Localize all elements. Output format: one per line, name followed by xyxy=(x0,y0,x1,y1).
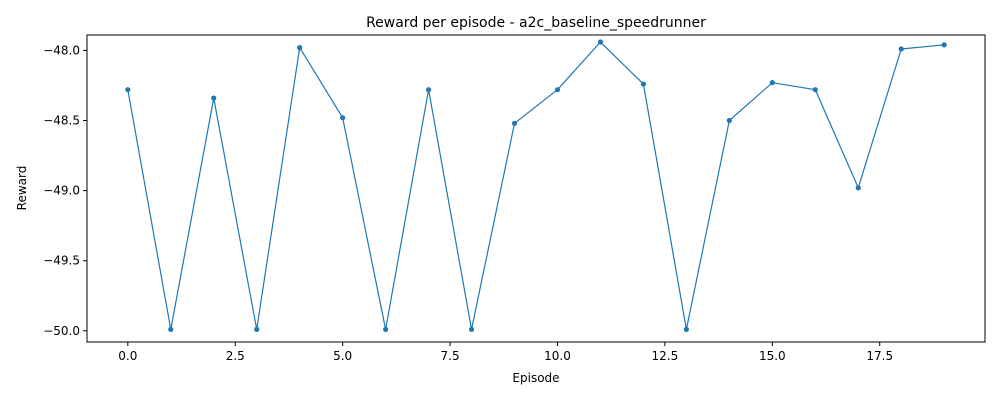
plot-area xyxy=(125,39,947,332)
x-tick-label: 10.0 xyxy=(544,349,571,363)
data-point xyxy=(425,87,432,93)
data-point xyxy=(297,45,303,51)
x-tick-label: 0.0 xyxy=(118,349,137,363)
data-point xyxy=(211,95,217,101)
y-tick-label: −50.0 xyxy=(43,324,80,338)
y-tick-label: −49.0 xyxy=(43,184,80,198)
x-tick-label: 5.0 xyxy=(333,349,352,363)
x-tick-label: 15.0 xyxy=(759,349,786,363)
data-point xyxy=(941,42,947,48)
data-point xyxy=(168,326,174,332)
x-tick-label: 12.5 xyxy=(652,349,679,363)
x-tick-label: 17.5 xyxy=(866,349,893,363)
data-point xyxy=(254,326,260,332)
data-point xyxy=(640,81,647,87)
data-point xyxy=(812,87,818,93)
x-tick-label: 7.5 xyxy=(441,349,460,363)
x-axis-label: Episode xyxy=(512,371,559,385)
y-tick-label: −49.5 xyxy=(43,254,80,268)
x-tick-label: 2.5 xyxy=(226,349,245,363)
data-point xyxy=(726,117,732,124)
data-point xyxy=(554,87,561,93)
x-axis: 0.0 2.5 5.0 7.5 10.0 12.5 15.0 17.5 xyxy=(118,342,893,363)
data-point xyxy=(383,326,389,332)
series-line xyxy=(127,41,945,330)
data-point xyxy=(855,185,861,191)
data-point xyxy=(340,115,346,121)
data-point xyxy=(597,39,604,45)
data-point xyxy=(468,326,475,332)
plot-frame xyxy=(86,34,986,343)
y-axis: −48.0 −48.5 −49.0 −49.5 −50.0 xyxy=(43,43,87,338)
data-point xyxy=(125,87,131,93)
chart-title: Reward per episode - a2c_baseline_speedr… xyxy=(366,15,706,31)
y-axis-label: Reward xyxy=(15,166,29,211)
data-point xyxy=(898,46,904,52)
data-point xyxy=(769,80,775,86)
data-point xyxy=(683,326,689,332)
y-tick-label: −48.0 xyxy=(43,43,80,57)
y-tick-label: −48.5 xyxy=(43,114,80,128)
data-point xyxy=(511,120,518,126)
